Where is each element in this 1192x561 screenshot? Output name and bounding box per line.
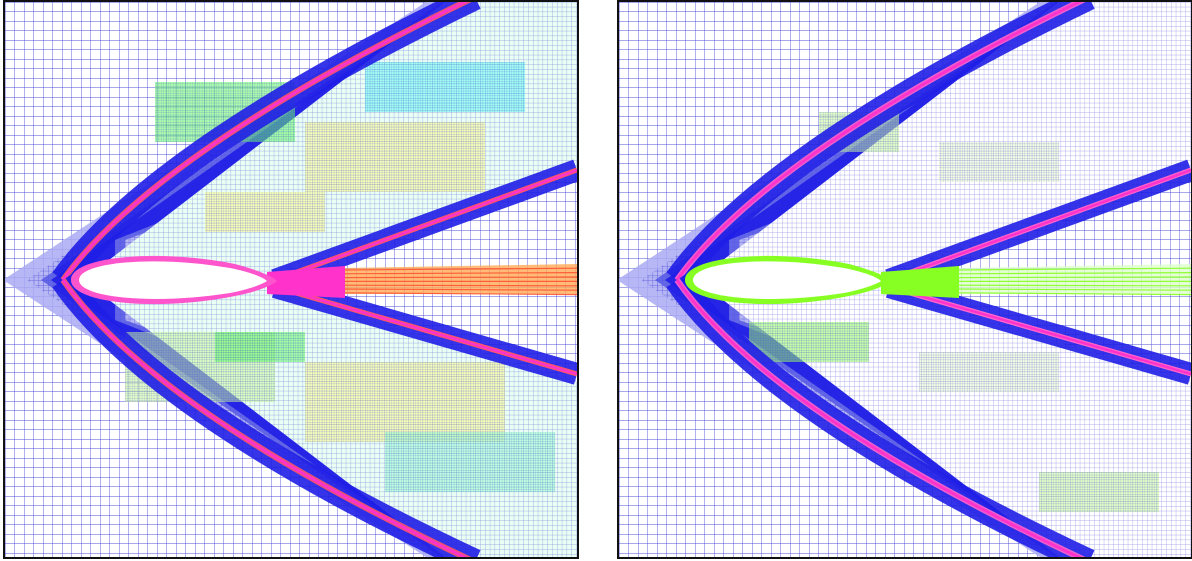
adaptive-mesh-left (5, 2, 577, 557)
airfoil (79, 261, 267, 299)
wake-line-2 (953, 276, 1191, 279)
airfoil (693, 261, 881, 299)
wake-line-5 (953, 288, 1191, 291)
flow-patch-grid-2 (749, 322, 869, 362)
mesh-panel-right (617, 0, 1192, 559)
tail-shock-1 (274, 285, 577, 376)
wake-line-1 (953, 272, 1191, 275)
tail-shock-1 (888, 285, 1191, 376)
flow-patch-grid-6 (205, 192, 325, 232)
tail-shock-0 (888, 168, 1191, 282)
bow-shock-1 (61, 279, 468, 557)
wake-line-6 (339, 292, 577, 296)
wake-line-5 (339, 288, 577, 291)
flow-patch-grid-4 (305, 362, 505, 442)
flow-patch-grid-2 (365, 62, 525, 112)
wake-line-2 (339, 276, 577, 279)
flow-patch-grid-1 (305, 122, 485, 192)
trailing-edge-block (267, 266, 345, 298)
mesh-panel-left (3, 0, 579, 559)
wake-line-4 (339, 284, 577, 287)
bow-shock-0 (61, 2, 469, 281)
tail-shock-0 (274, 168, 577, 282)
trailing-edge-block (881, 266, 959, 298)
flow-patch-grid-4 (1039, 472, 1159, 512)
wake-region (889, 264, 1191, 294)
bow-shock-0 (675, 2, 1083, 281)
wake-region (275, 264, 577, 294)
flow-patch-grid-7 (215, 332, 305, 362)
bow-shock-1 (675, 279, 1082, 557)
interior-grid (697, 2, 1191, 557)
flow-patch-grid-1 (939, 142, 1059, 182)
wake-line-1 (339, 272, 577, 275)
flow-patch-grid-3 (919, 352, 1059, 392)
flow-patch-grid-5 (385, 432, 555, 492)
wake-line-0 (339, 267, 577, 271)
adaptive-mesh-right (619, 2, 1191, 557)
wake-line-0 (953, 267, 1191, 271)
wake-line-6 (953, 292, 1191, 296)
wake-line-4 (953, 284, 1191, 287)
